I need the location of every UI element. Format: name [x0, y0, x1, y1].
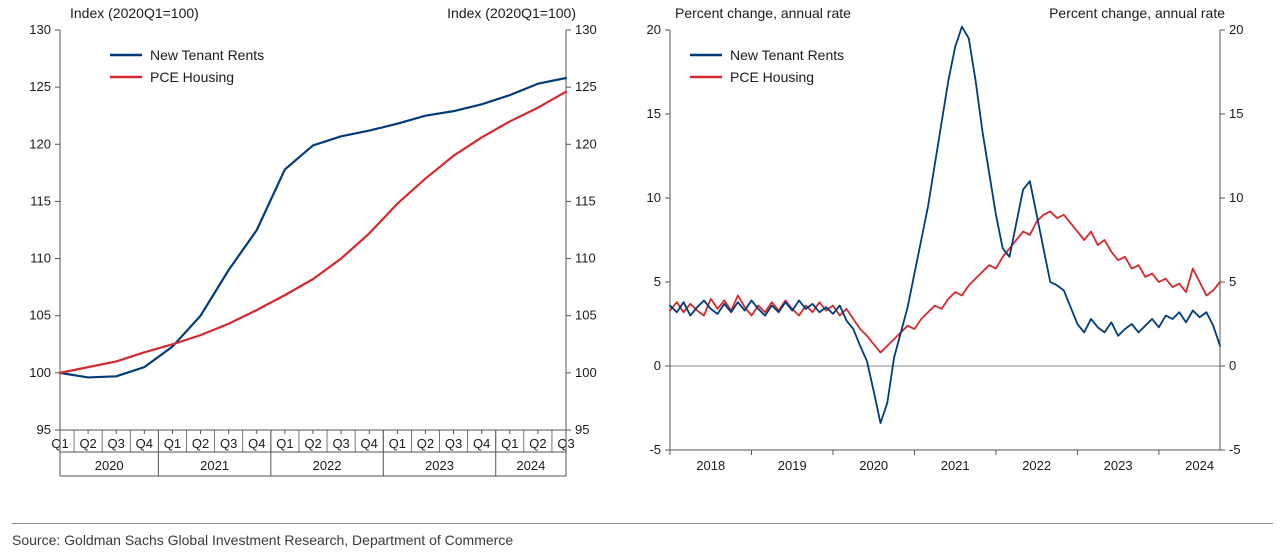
svg-text:2024: 2024	[1185, 458, 1214, 473]
svg-text:Index (2020Q1=100): Index (2020Q1=100)	[70, 5, 199, 21]
svg-text:15: 15	[1229, 106, 1243, 121]
svg-text:-5: -5	[649, 442, 661, 457]
svg-text:130: 130	[29, 22, 51, 37]
svg-text:2021: 2021	[941, 458, 970, 473]
svg-text:Q2: Q2	[79, 436, 96, 451]
svg-text:-5: -5	[1229, 442, 1241, 457]
svg-text:110: 110	[30, 251, 51, 266]
svg-text:New Tenant Rents: New Tenant Rents	[150, 47, 264, 63]
svg-text:Q2: Q2	[417, 436, 434, 451]
svg-text:Q2: Q2	[529, 436, 546, 451]
right-chart-svg: Percent change, annual rate Percent chang…	[620, 0, 1270, 500]
svg-text:120: 120	[575, 136, 597, 151]
svg-text:2022: 2022	[313, 458, 342, 473]
svg-text:2023: 2023	[425, 458, 454, 473]
svg-text:2021: 2021	[200, 458, 229, 473]
svg-text:0: 0	[1229, 358, 1236, 373]
svg-text:Q4: Q4	[473, 436, 490, 451]
svg-text:Index (2020Q1=100): Index (2020Q1=100)	[447, 5, 576, 21]
svg-text:20: 20	[647, 22, 661, 37]
svg-text:2022: 2022	[1022, 458, 1051, 473]
svg-text:120: 120	[29, 136, 51, 151]
svg-text:10: 10	[647, 190, 661, 205]
svg-text:5: 5	[1229, 274, 1236, 289]
right-chart-panel: Percent change, annual rate Percent chang…	[620, 0, 1270, 505]
svg-text:125: 125	[575, 79, 597, 94]
svg-text:Percent change, annual rate: Percent change, annual rate	[675, 5, 851, 21]
svg-text:Q1: Q1	[276, 436, 293, 451]
source-caption: Source: Goldman Sachs Global Investment …	[12, 523, 1273, 548]
svg-text:Percent change, annual rate: Percent change, annual rate	[1049, 5, 1225, 21]
svg-text:New Tenant Rents: New Tenant Rents	[730, 47, 844, 63]
svg-text:5: 5	[654, 274, 661, 289]
svg-text:15: 15	[647, 106, 661, 121]
svg-text:Q3: Q3	[108, 436, 125, 451]
svg-text:Q1: Q1	[389, 436, 406, 451]
svg-text:PCE Housing: PCE Housing	[730, 69, 814, 85]
svg-text:110: 110	[575, 251, 596, 266]
svg-text:115: 115	[575, 193, 596, 208]
svg-text:Q1: Q1	[501, 436, 518, 451]
svg-text:100: 100	[29, 365, 51, 380]
svg-text:Q4: Q4	[361, 436, 378, 451]
left-chart-svg: Index (2020Q1=100) Index (2020Q1=100) 95 95…	[0, 0, 620, 500]
svg-text:Q2: Q2	[192, 436, 209, 451]
svg-text:Q2: Q2	[304, 436, 321, 451]
svg-text:PCE Housing: PCE Housing	[150, 69, 234, 85]
series-new-tenant-rents	[670, 27, 1220, 423]
svg-text:0: 0	[654, 358, 661, 373]
svg-text:2023: 2023	[1104, 458, 1133, 473]
svg-text:Q1: Q1	[164, 436, 181, 451]
svg-text:Q4: Q4	[136, 436, 153, 451]
svg-text:2020: 2020	[95, 458, 124, 473]
figure-wrap: Index (2020Q1=100) Index (2020Q1=100) 95 95…	[0, 0, 1285, 560]
svg-text:10: 10	[1229, 190, 1243, 205]
charts-row: Index (2020Q1=100) Index (2020Q1=100) 95 95…	[0, 0, 1285, 505]
series-pce-housing	[60, 92, 566, 373]
svg-text:2018: 2018	[696, 458, 725, 473]
svg-text:100: 100	[575, 365, 597, 380]
svg-text:105: 105	[575, 308, 597, 323]
series-new-tenant-rents	[60, 78, 566, 377]
svg-text:Q3: Q3	[445, 436, 462, 451]
svg-text:130: 130	[575, 22, 597, 37]
svg-text:95: 95	[37, 422, 51, 437]
svg-text:Q4: Q4	[248, 436, 265, 451]
svg-text:Q3: Q3	[332, 436, 349, 451]
svg-text:125: 125	[29, 79, 51, 94]
svg-text:2019: 2019	[778, 458, 807, 473]
source-text: Source: Goldman Sachs Global Investment …	[12, 532, 513, 548]
svg-text:20: 20	[1229, 22, 1243, 37]
svg-text:2020: 2020	[859, 458, 888, 473]
left-chart-panel: Index (2020Q1=100) Index (2020Q1=100) 95 95…	[0, 0, 620, 505]
svg-text:Q3: Q3	[220, 436, 237, 451]
svg-text:2024: 2024	[516, 458, 545, 473]
svg-text:105: 105	[29, 308, 51, 323]
svg-text:95: 95	[575, 422, 589, 437]
svg-text:115: 115	[30, 193, 51, 208]
